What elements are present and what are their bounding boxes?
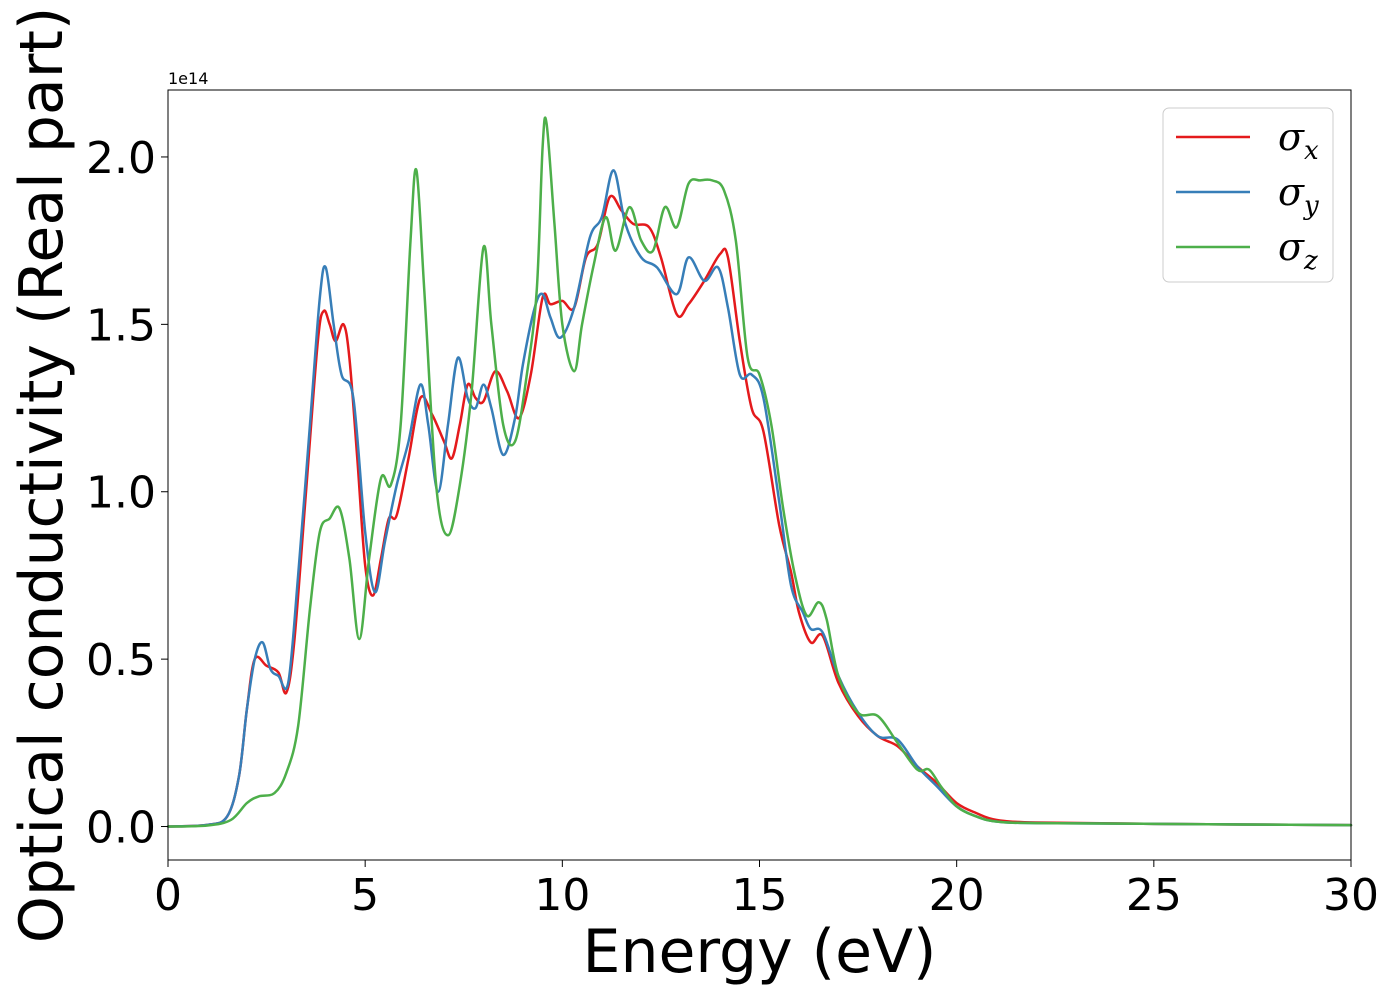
y-tick-label: 1.0 [86,468,156,519]
x-tick-label: 25 [1126,870,1182,921]
series-layer [166,116,1353,828]
x-tick-label: 5 [351,870,379,921]
x-tick-label: 10 [534,870,590,921]
x-tick-label: 30 [1323,870,1379,921]
y-axis-label: Optical conductivity (Real part) [7,7,77,944]
x-tick-label: 20 [929,870,985,921]
legend-label-x: σx [1278,115,1319,166]
y-tick-label: 0.5 [86,635,156,686]
series-line-x [166,194,1353,828]
series-line-z [166,116,1353,828]
legend-label-y: σy [1278,170,1319,221]
legend-label-z: σz [1278,225,1318,276]
x-tick-label: 15 [732,870,788,921]
y-tick-label: 0.0 [86,803,156,854]
y-tick-label: 1.5 [86,300,156,351]
plot-background [168,90,1351,860]
x-tick-label: 0 [154,870,182,921]
legend-box [1162,107,1334,283]
y-axis-ticks: 0.0 0.5 1.0 1.5 2.0 [86,133,168,854]
y-offset-label: 1e14 [168,69,208,88]
y-tick-label: 2.0 [86,133,156,184]
x-axis-ticks: 0 5 10 15 20 25 30 [154,860,1379,921]
x-axis-label: Energy (eV) [583,917,937,987]
